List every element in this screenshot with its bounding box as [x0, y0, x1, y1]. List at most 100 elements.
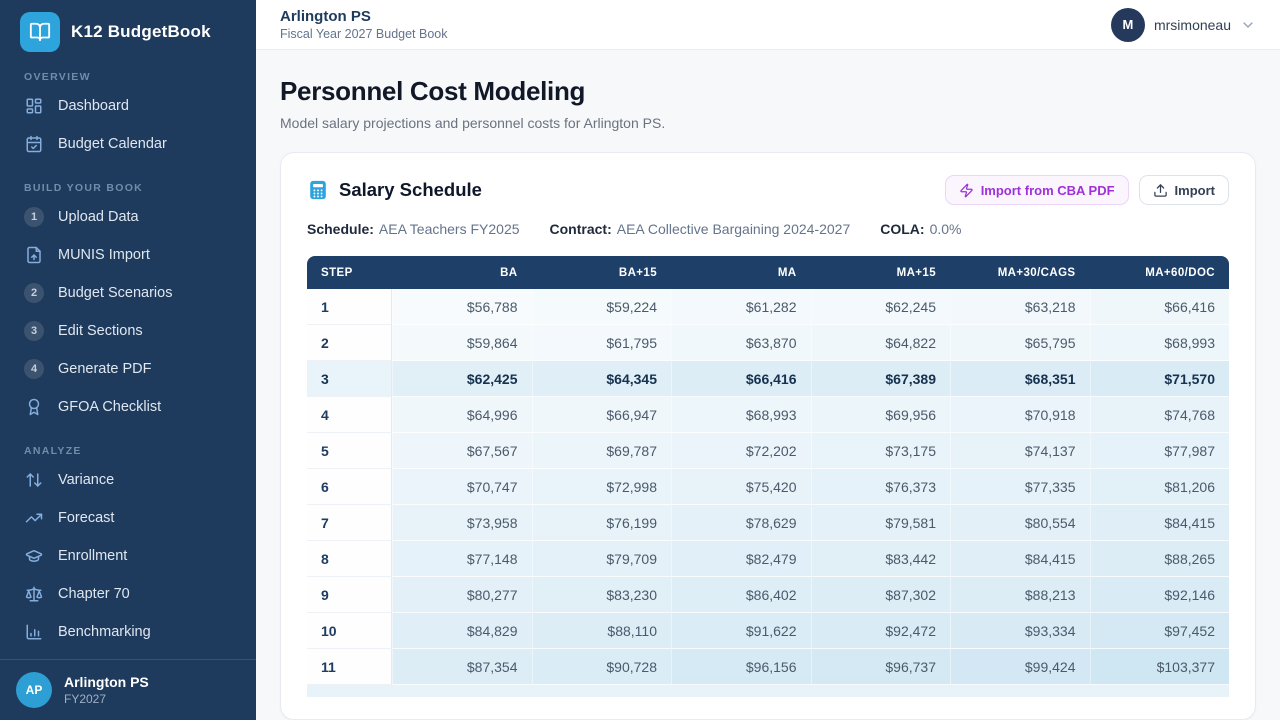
column-header-ma-15: MA+15: [810, 256, 950, 289]
sidebar-item-label: Upload Data: [58, 209, 139, 225]
sidebar-item-enrollment[interactable]: Enrollment: [0, 537, 256, 575]
salary-cell: $70,918: [950, 397, 1090, 433]
file-up-icon: [24, 245, 44, 265]
salary-cell: $72,202: [671, 433, 811, 469]
sidebar-item-upload-data[interactable]: 1 Upload Data: [0, 198, 256, 236]
salary-cell: $84,415: [1089, 505, 1229, 541]
table-row-step-5[interactable]: 5 $67,567 $69,787 $72,202 $73,175 $74,137 $77,…: [307, 433, 1229, 469]
salary-cell: $63,870: [671, 325, 811, 361]
sidebar-item-budget-calendar[interactable]: Budget Calendar: [0, 125, 256, 163]
salary-cell: $80,554: [950, 505, 1090, 541]
sidebar-item-label: Dashboard: [58, 98, 129, 114]
salary-cell: $77,335: [950, 469, 1090, 505]
step-cell: 4: [307, 397, 392, 433]
zap-icon: [959, 183, 974, 198]
cola-value: 0.0%: [929, 221, 962, 237]
dashboard-icon: [24, 96, 44, 116]
sidebar-item-budget-scenarios[interactable]: 2 Budget Scenarios: [0, 274, 256, 312]
step-cell: 9: [307, 577, 392, 613]
calendar-icon: [24, 134, 44, 154]
salary-cell: $84,829: [392, 613, 532, 649]
card-title: Salary Schedule: [339, 179, 482, 200]
table-row-step-11[interactable]: 11 $87,354 $90,728 $96,156 $96,737 $99,424 $10…: [307, 649, 1229, 685]
contract-label: Contract:: [549, 221, 612, 237]
import-label: Import: [1174, 182, 1215, 198]
sidebar-item-edit-sections[interactable]: 3 Edit Sections: [0, 312, 256, 350]
salary-cell: $87,354: [392, 649, 532, 685]
sidebar-item-chapter-70[interactable]: Chapter 70: [0, 575, 256, 613]
district-avatar: AP: [16, 672, 52, 708]
salary-cell: $66,416: [1089, 289, 1229, 325]
topbar: Arlington PS Fiscal Year 2027 Budget Boo…: [256, 0, 1280, 50]
sidebar-item-dashboard[interactable]: Dashboard: [0, 87, 256, 125]
salary-cell: $79,581: [810, 505, 950, 541]
column-header-ma-60-doc: MA+60/DOC: [1089, 256, 1229, 289]
import-button[interactable]: Import: [1138, 175, 1229, 205]
salary-cell: $65,795: [950, 325, 1090, 361]
sidebar-item-label: Edit Sections: [58, 323, 143, 339]
salary-cell: $59,864: [392, 325, 532, 361]
sidebar-item-munis-import[interactable]: MUNIS Import: [0, 236, 256, 274]
sidebar-item-gfoa-checklist[interactable]: GFOA Checklist: [0, 388, 256, 426]
salary-cell: $87,302: [810, 577, 950, 613]
salary-cell: $91,622: [671, 613, 811, 649]
salary-cell: $103,377: [1089, 649, 1229, 685]
salary-cell: $66,416: [671, 361, 811, 397]
sidebar-item-label: Budget Scenarios: [58, 285, 173, 301]
salary-cell: $92,146: [1089, 577, 1229, 613]
salary-cell: $96,156: [671, 649, 811, 685]
salary-cell: $74,137: [950, 433, 1090, 469]
user-menu[interactable]: M mrsimoneau: [1110, 7, 1256, 42]
table-row-step-2[interactable]: 2 $59,864 $61,795 $63,870 $64,822 $65,795 $68,…: [307, 325, 1229, 361]
topbar-subtitle: Fiscal Year 2027 Budget Book: [280, 27, 448, 41]
salary-cell: $72,998: [531, 469, 671, 505]
salary-cell: $73,958: [392, 505, 532, 541]
step-cell: 10: [307, 613, 392, 649]
salary-cell: $90,728: [531, 649, 671, 685]
sidebar-item-benchmarking[interactable]: Benchmarking: [0, 613, 256, 651]
sidebar-footer[interactable]: AP Arlington PS FY2027: [0, 659, 256, 720]
salary-cell: $83,442: [810, 541, 950, 577]
salary-cell: $99,424: [950, 649, 1090, 685]
table-row-step-3[interactable]: 3 $62,425 $64,345 $66,416 $67,389 $68,351 $71,…: [307, 361, 1229, 397]
salary-cell: $92,472: [810, 613, 950, 649]
app-logo[interactable]: K12 BudgetBook: [0, 12, 256, 52]
footer-district-name: Arlington PS: [64, 674, 149, 691]
chevron-down-icon: [1240, 17, 1256, 33]
table-row-step-7[interactable]: 7 $73,958 $76,199 $78,629 $79,581 $80,554 $84,…: [307, 505, 1229, 541]
main-area: Arlington PS Fiscal Year 2027 Budget Boo…: [256, 0, 1280, 720]
sidebar-item-forecast[interactable]: Forecast: [0, 499, 256, 537]
salary-cell: $80,277: [392, 577, 532, 613]
nav-section-analyze: ANALYZE: [24, 445, 82, 457]
salary-cell: $70,747: [392, 469, 532, 505]
column-header-ba-15: BA+15: [531, 256, 671, 289]
table-row-step-1[interactable]: 1 $56,788 $59,224 $61,282 $62,245 $63,218 $66,…: [307, 289, 1229, 325]
trending-up-icon: [24, 508, 44, 528]
table-row-step-10[interactable]: 10 $84,829 $88,110 $91,622 $92,472 $93,334 $97…: [307, 613, 1229, 649]
step-number-badge: 3: [24, 321, 44, 341]
award-icon: [24, 397, 44, 417]
step-number-badge: 2: [24, 283, 44, 303]
table-row-step-8[interactable]: 8 $77,148 $79,709 $82,479 $83,442 $84,415 $88,…: [307, 541, 1229, 577]
salary-cell: $88,265: [1089, 541, 1229, 577]
column-header-ma: MA: [671, 256, 811, 289]
table-row-step-6[interactable]: 6 $70,747 $72,998 $75,420 $76,373 $77,335 $81,…: [307, 469, 1229, 505]
graduation-cap-icon: [24, 546, 44, 566]
sidebar-nav: OVERVIEW Dashboard Budget Calendar BUILD YO…: [0, 71, 256, 651]
sidebar-item-generate-pdf[interactable]: 4 Generate PDF: [0, 350, 256, 388]
sidebar-item-label: GFOA Checklist: [58, 399, 162, 415]
sidebar-item-variance[interactable]: Variance: [0, 461, 256, 499]
salary-cell: $71,570: [1089, 361, 1229, 397]
salary-cell: $64,345: [531, 361, 671, 397]
schedule-label: Schedule:: [307, 221, 374, 237]
step-cell: 3: [307, 361, 392, 397]
salary-cell: $76,373: [810, 469, 950, 505]
salary-schedule-card: Salary Schedule Import from CBA PDF Impo…: [280, 152, 1256, 720]
import-from-cba-pdf-button[interactable]: Import from CBA PDF: [944, 175, 1129, 205]
salary-cell: $74,768: [1089, 397, 1229, 433]
nav-section-overview: OVERVIEW: [24, 71, 91, 83]
calculator-icon: [307, 179, 329, 201]
salary-cell: $79,709: [531, 541, 671, 577]
table-row-step-9[interactable]: 9 $80,277 $83,230 $86,402 $87,302 $88,213 $92,…: [307, 577, 1229, 613]
table-row-step-4[interactable]: 4 $64,996 $66,947 $68,993 $69,956 $70,918 $74,…: [307, 397, 1229, 433]
